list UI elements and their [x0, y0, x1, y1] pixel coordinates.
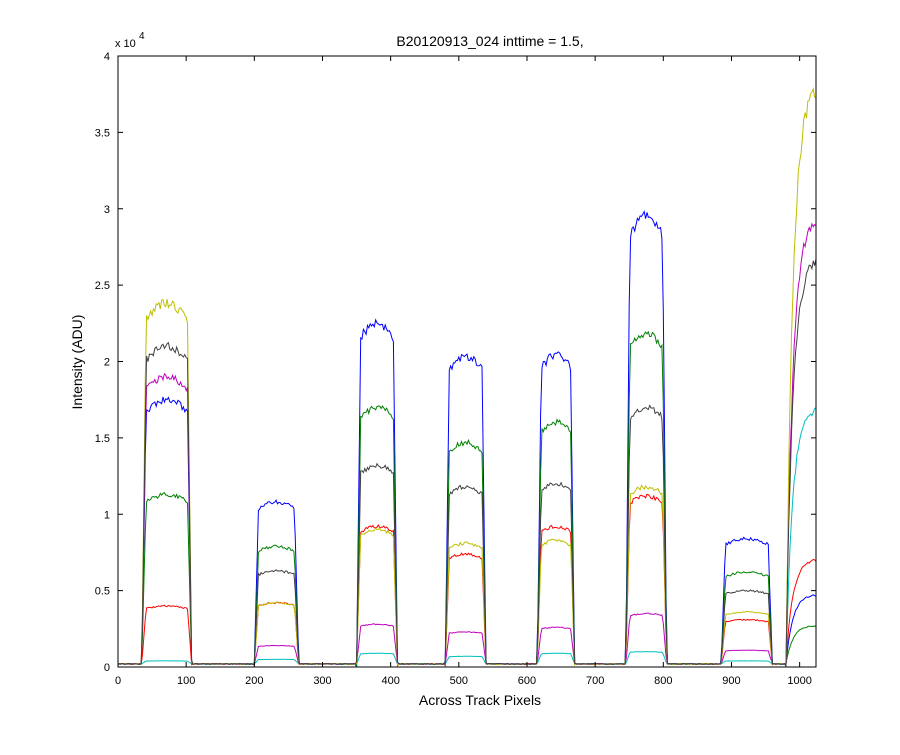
series-line-7: [118, 258, 816, 667]
series-layer: [118, 86, 816, 667]
y-tick-label: 0: [104, 662, 110, 674]
y-scale-base: x 10: [115, 38, 136, 50]
y-tick-label: 3.5: [95, 127, 110, 139]
x-tick-label: 600: [518, 675, 536, 687]
y-tick-label: 2: [104, 357, 110, 369]
chart-title: B20120913_024 inttime = 1.5,: [396, 33, 583, 49]
y-tick-label: 0.5: [95, 586, 110, 598]
y-tick-label: 4: [104, 51, 110, 63]
x-tick-label: 200: [245, 675, 263, 687]
x-tick-label: 700: [586, 675, 604, 687]
x-tick-label: 100: [177, 675, 195, 687]
x-tick-label: 300: [313, 675, 331, 687]
x-tick-label: 900: [722, 675, 740, 687]
x-tick-label: 1000: [787, 675, 811, 687]
y-tick-label: 3: [104, 204, 110, 216]
y-axis-label: Intensity (ADU): [69, 315, 85, 410]
y-axis-ticks: 0 0.5 1 1.5 2 2.5 3 3.5 4: [95, 51, 816, 674]
y-tick-label: 1.5: [95, 433, 110, 445]
x-axis-ticks: 0 100 200 300 400 500 600 700 800 900 1000: [115, 56, 812, 687]
y-scale-exponent: 4: [139, 31, 145, 42]
y-tick-label: 2.5: [95, 280, 110, 292]
x-axis-label: Across Track Pixels: [419, 692, 541, 708]
x-tick-label: 0: [115, 675, 121, 687]
x-tick-label: 400: [381, 675, 399, 687]
x-tick-label: 500: [450, 675, 468, 687]
x-tick-label: 800: [654, 675, 672, 687]
y-tick-label: 1: [104, 509, 110, 521]
